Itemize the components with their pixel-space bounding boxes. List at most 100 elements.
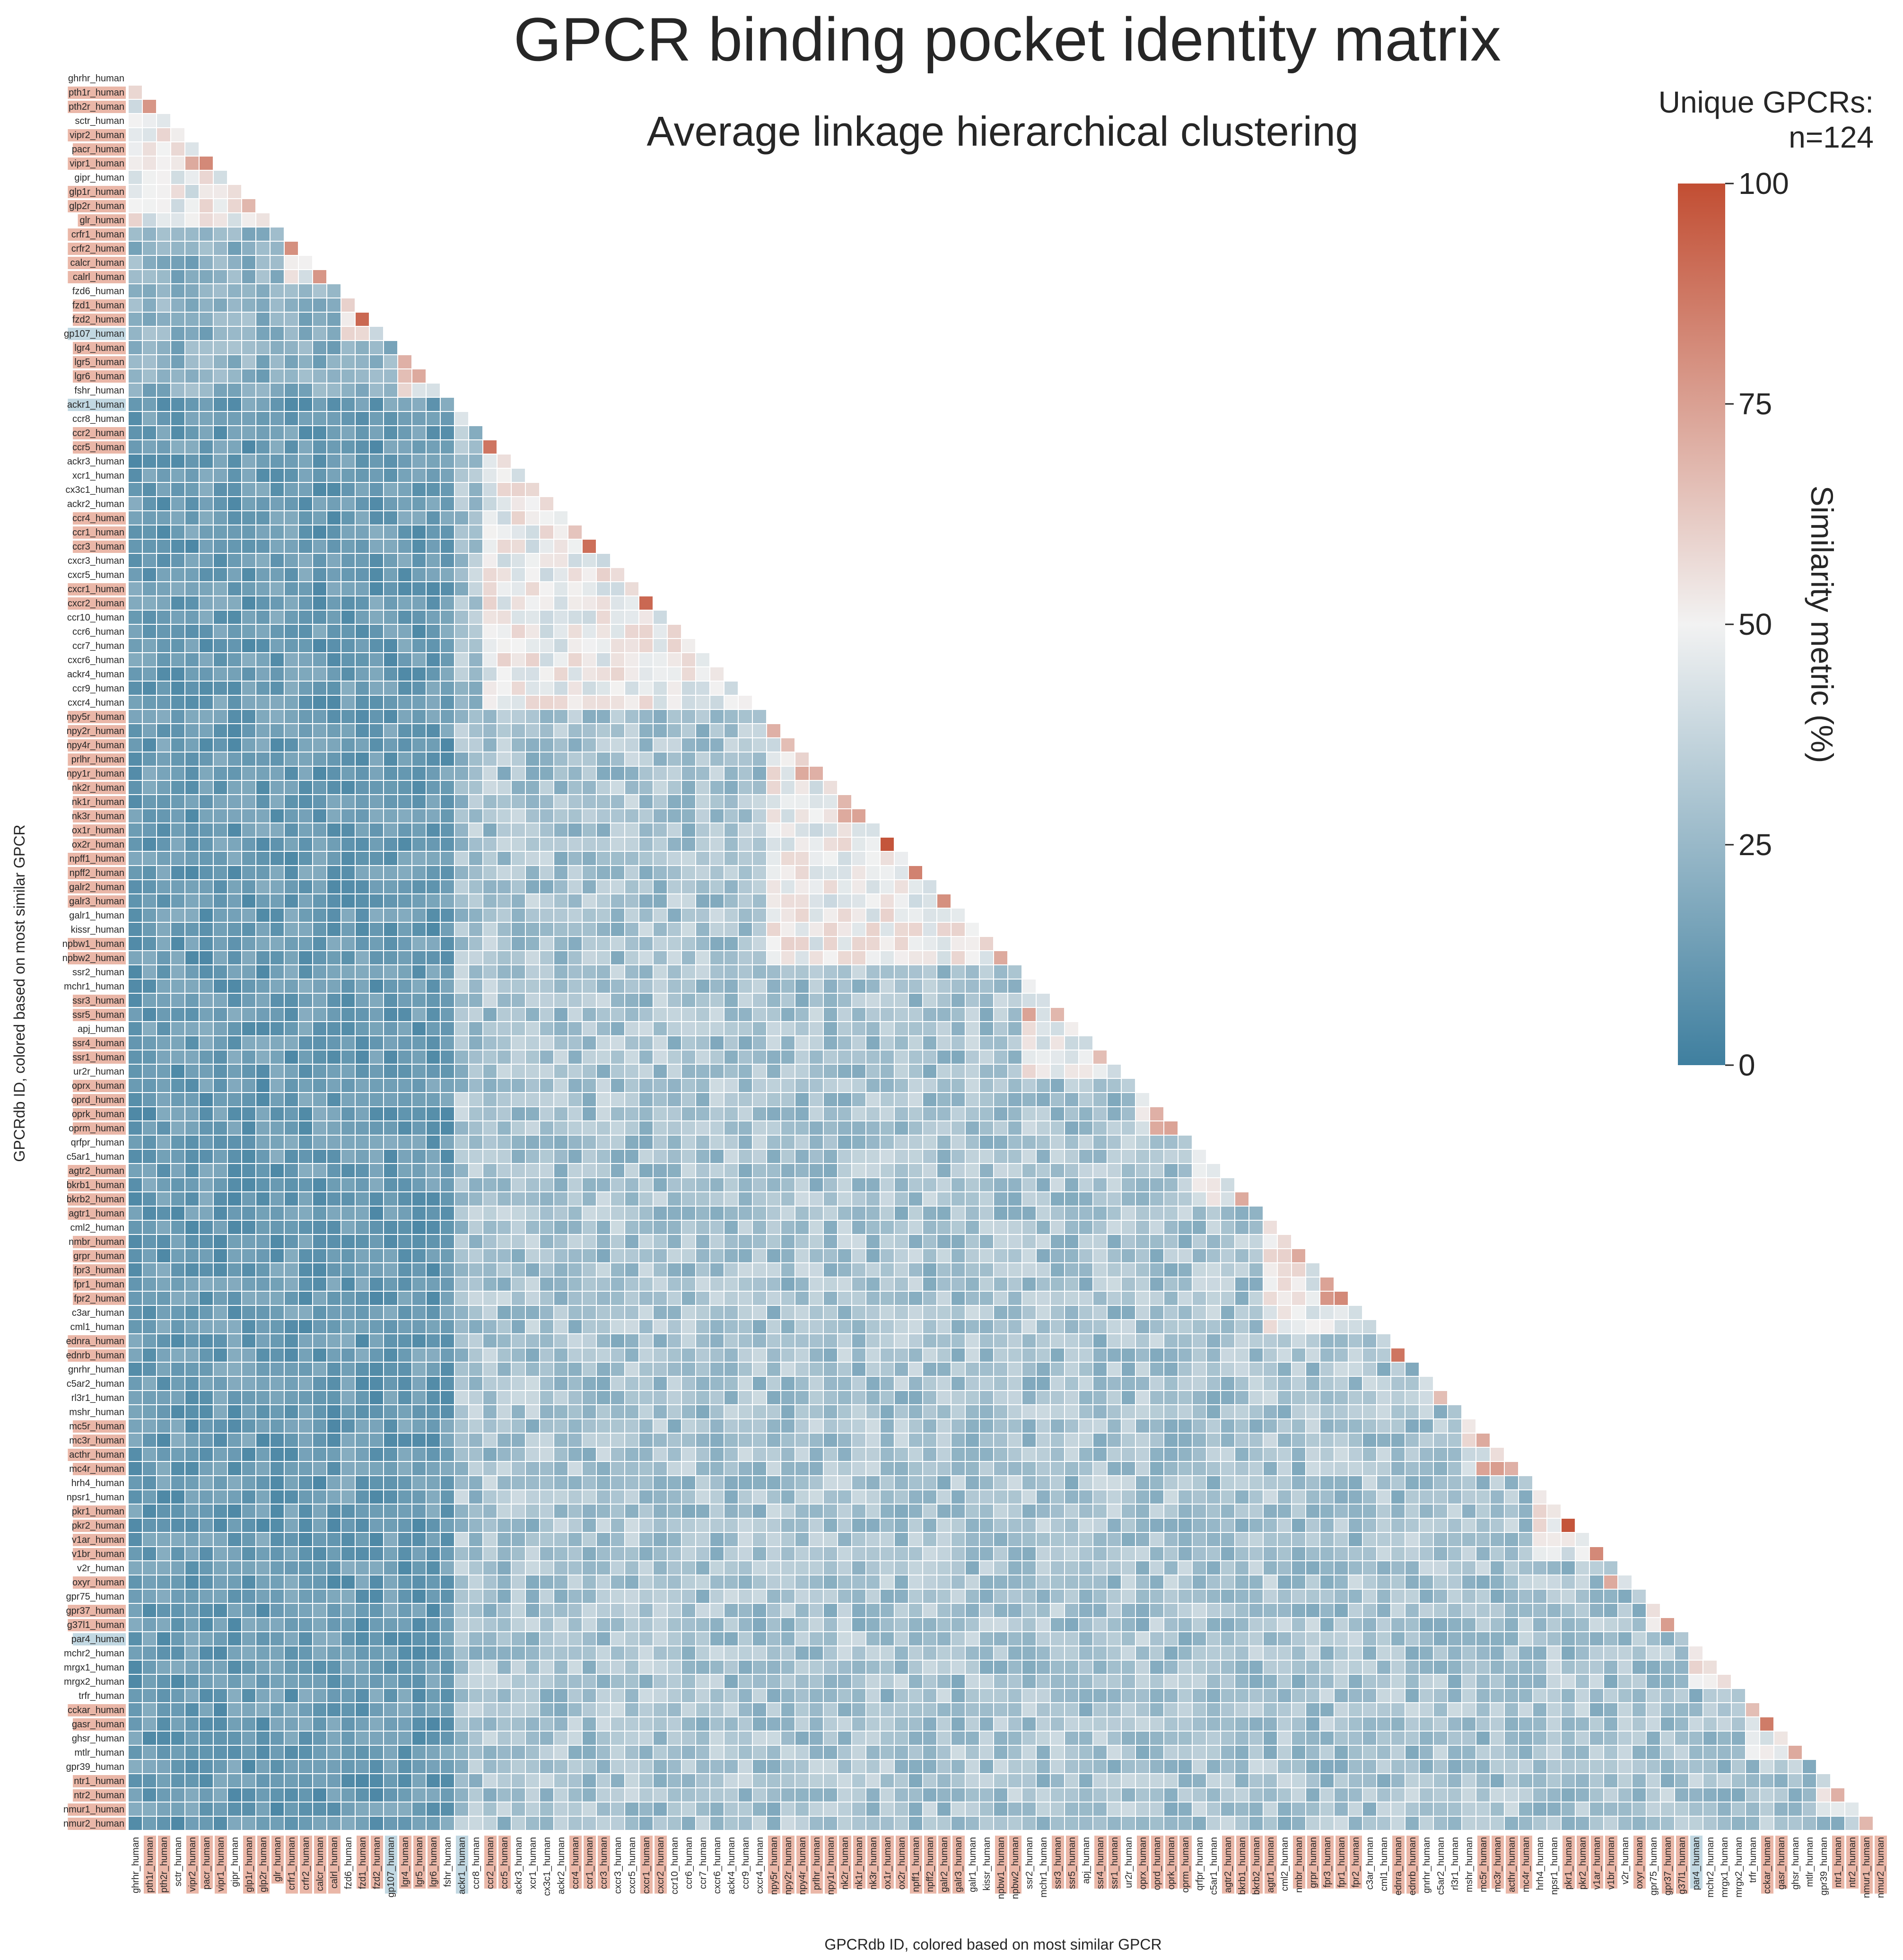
heatmap-cell [171,767,184,780]
heatmap-cell [469,1462,482,1475]
heatmap-cell [256,653,270,666]
heatmap-cell [143,313,156,326]
heatmap-cell [980,1334,993,1348]
heatmap-cell [427,582,440,595]
heatmap-cell [242,1263,255,1277]
heatmap-cell [327,1320,340,1333]
heatmap-cell [356,497,369,510]
heatmap-cell [512,894,525,908]
heatmap-cell [554,1434,567,1447]
heatmap-cell [214,298,227,312]
heatmap-cell [185,1235,199,1248]
heatmap-cell [455,1348,468,1362]
heatmap-cell [725,1306,738,1319]
heatmap-cell [157,341,170,354]
heatmap-cell [639,1150,653,1163]
heatmap-cell [1420,1419,1433,1433]
heatmap-cell [384,511,397,525]
heatmap-cell [682,994,695,1007]
heatmap-cell [157,994,170,1007]
heatmap-cell [327,1065,340,1078]
heatmap-cell [583,540,596,553]
heatmap-cell [313,1022,326,1035]
heatmap-cell [356,511,369,525]
heatmap-cell [753,1235,766,1248]
heatmap-cell [937,1306,951,1319]
heatmap-cell [540,1065,553,1078]
heatmap-cell [937,1391,951,1404]
heatmap-cell [909,1192,922,1206]
heatmap-cell [356,710,369,723]
heatmap-cell [157,682,170,695]
heatmap-cell [1108,1164,1121,1177]
heatmap-cell [639,1107,653,1120]
heatmap-cell [512,980,525,993]
heatmap-cell [881,1249,894,1262]
heatmap-cell [412,1462,426,1475]
heatmap-cell [341,937,355,950]
heatmap-cell [171,682,184,695]
heatmap-cell [753,937,766,950]
heatmap-cell [1051,1419,1064,1433]
heatmap-cell [214,1192,227,1206]
heatmap-cell [753,767,766,780]
heatmap-cell [682,1448,695,1461]
heatmap-cell [200,511,213,525]
heatmap-cell [398,1022,411,1035]
heatmap-cell [1235,1462,1248,1475]
heatmap-cell [710,1235,724,1248]
heatmap-cell [895,880,908,893]
heatmap-cell [1136,1263,1149,1277]
heatmap-cell [654,1249,667,1262]
heatmap-cell [725,1164,738,1177]
heatmap-cell [597,781,610,794]
heatmap-cell [412,1419,426,1433]
heatmap-cell [696,696,709,709]
heatmap-cell [540,951,553,964]
heatmap-cell [526,1419,539,1433]
heatmap-cell [356,455,369,468]
heatmap-cell [923,880,936,893]
heatmap-cell [285,838,298,851]
heatmap-cell [554,1107,567,1120]
heatmap-cell [1079,1263,1092,1277]
heatmap-cell [795,909,809,922]
heatmap-cell [1093,1377,1107,1390]
heatmap-cell [895,1292,908,1305]
heatmap-cell [753,1036,766,1050]
heatmap-cell [881,1079,894,1092]
heatmap-cell [1349,1419,1362,1433]
heatmap-cell [937,894,951,908]
heatmap-cell [441,1079,454,1092]
heatmap-cell [824,838,837,851]
heatmap-cell [767,1377,780,1390]
heatmap-cell [384,994,397,1007]
heatmap-cell [1264,1348,1277,1362]
heatmap-cell [157,1164,170,1177]
heatmap-cell [1008,1221,1021,1234]
heatmap-cell [313,965,326,979]
heatmap-cell [214,994,227,1007]
heatmap-cell [1221,1448,1234,1461]
heatmap-cell [185,440,199,454]
heatmap-cell [625,923,638,936]
heatmap-cell [327,582,340,595]
heatmap-cell [1079,1207,1092,1220]
heatmap-cell [866,1107,880,1120]
heatmap-cell [540,1490,553,1504]
heatmap-cell [753,1377,766,1390]
heatmap-cell [200,809,213,822]
heatmap-cell [952,1391,965,1404]
heatmap-cell [299,568,312,581]
heatmap-cell [341,1164,355,1177]
heatmap-cell [625,667,638,681]
heatmap-cell [129,1136,142,1149]
heatmap-cell [1292,1348,1305,1362]
heatmap-cell [143,1065,156,1078]
heatmap-cell [540,1178,553,1191]
heatmap-cell [966,1178,979,1191]
heatmap-cell [923,1136,936,1149]
heatmap-cell [625,937,638,950]
heatmap-cell [753,852,766,865]
heatmap-cell [384,894,397,908]
